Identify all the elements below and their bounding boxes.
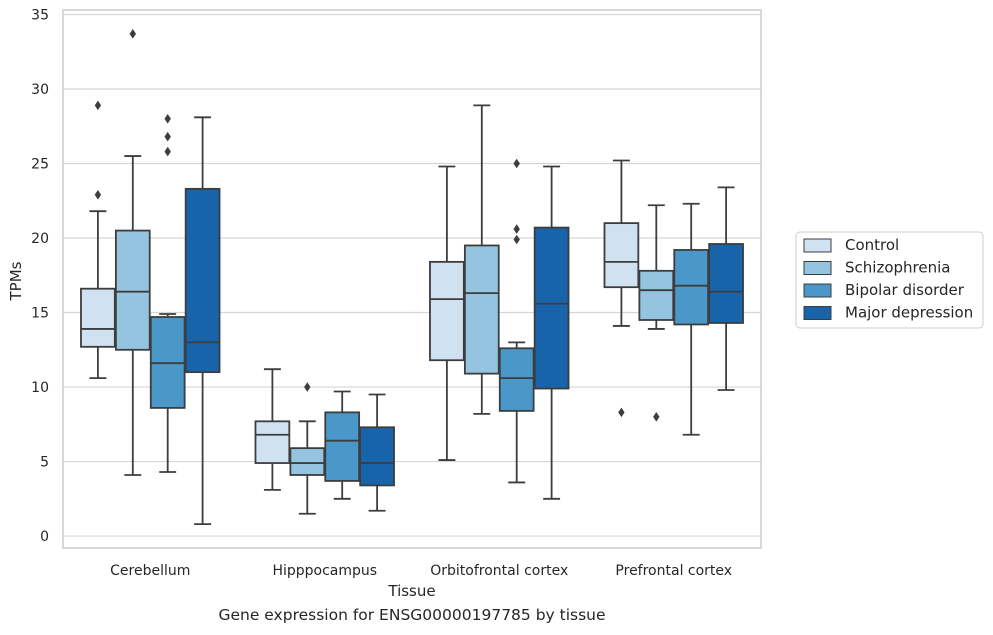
outlier-point [513,158,520,169]
plot-frame [62,9,762,549]
y-tick-label: 20 [31,231,49,247]
box-3-2 [324,390,361,500]
outlier-point [129,29,136,39]
box-2-2 [289,382,326,515]
legend-swatch [803,238,832,253]
figure-caption: Gene expression for ENSG00000197785 by t… [218,606,606,624]
box-body [463,244,500,375]
outlier-point [164,113,171,124]
box-2-1 [114,29,151,476]
box-2-4 [638,204,675,422]
box-4-2 [359,393,395,512]
outlier-point [513,224,520,234]
x-tick-label: Prefrontal cortex [615,563,732,579]
outlier-point [94,100,102,111]
legend-label: Schizophrenia [845,259,950,277]
legend-swatch [803,261,832,275]
x-tick-label: Hipppocampus [272,563,377,579]
x-tick-label: Cerebellum [110,563,190,579]
box-2-3 [463,104,500,415]
legend-item: Control [803,236,899,254]
y-tick-label: 10 [31,380,49,396]
x-tick-label: Orbitofrontal cortex [430,563,568,579]
box-body [603,222,640,289]
outlier-point [164,131,171,142]
box-1-1 [80,100,116,380]
box-1-4 [603,159,640,418]
box-1-3 [429,165,465,461]
legend-label: Major depression [845,304,973,322]
plot-area [80,29,744,526]
legend-swatch [803,306,832,320]
box-body [114,229,151,351]
outlier-point [304,382,311,392]
box-body [80,287,116,348]
x-axis-label: Tissue [387,582,435,600]
box-body [708,243,744,324]
box-3-3 [498,158,535,484]
box-body [254,420,291,464]
legend-item: Major depression [803,304,973,322]
legend-swatch [803,283,832,298]
legend-label: Control [845,236,899,254]
y-axis-label: TPMs [7,261,25,301]
y-tick-label: 5 [40,455,49,471]
legend-label: Bipolar disorder [845,281,965,299]
box-3-1 [149,113,186,473]
box-body [429,260,465,362]
legend-item: Schizophrenia [803,259,950,277]
outlier-point [653,412,660,422]
box-1-2 [254,368,291,491]
box-4-4 [708,186,744,391]
box-body [184,187,221,374]
box-body [498,347,535,412]
legend-frame [795,231,984,329]
outlier-point [513,234,520,245]
y-tick-label: 35 [31,7,49,23]
box-body [359,426,395,487]
y-tick-label: 30 [31,82,49,98]
legend: Control Schizophrenia Bipolar disorder Majo… [795,231,984,329]
outlier-point [164,146,171,157]
y-tick-label: 0 [40,529,49,545]
outlier-point [94,189,102,200]
axes: 0 5 10 15 20 25 30 35 Cerebellum Hipppocampus Orbi… [31,7,762,579]
y-tick-label: 15 [31,306,49,322]
box-body [289,447,326,476]
box-body [673,249,710,326]
box-body [324,411,361,482]
box-4-1 [184,116,221,526]
box-body [638,269,675,321]
box-body [533,226,570,390]
outlier-point [618,407,625,418]
legend-item: Bipolar disorder [803,281,965,299]
box-3-4 [673,202,710,436]
y-tick-label: 25 [31,157,49,173]
box-4-3 [533,165,570,500]
